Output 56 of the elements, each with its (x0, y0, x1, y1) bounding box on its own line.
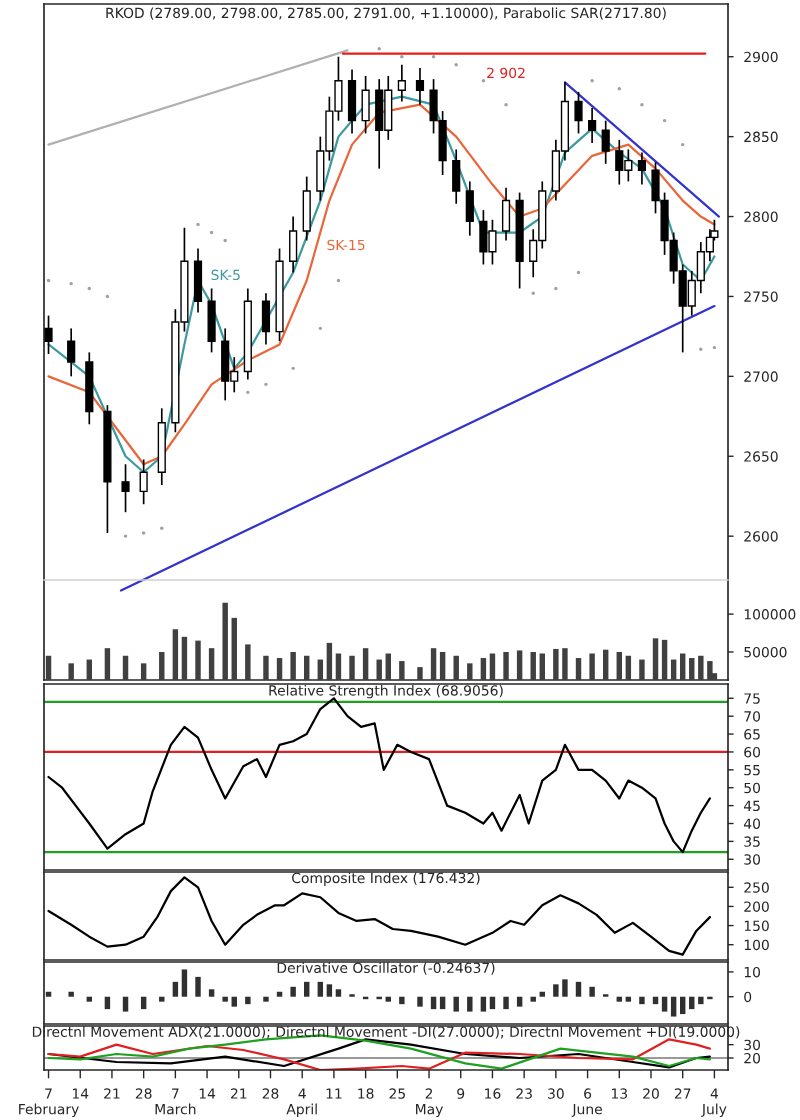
bar (181, 969, 188, 997)
bar (670, 996, 677, 1017)
bar (480, 996, 487, 1012)
bar (589, 986, 595, 997)
candlestick (289, 215, 298, 274)
bar (208, 989, 215, 997)
bar (304, 981, 310, 997)
candlestick (501, 186, 511, 242)
bar (679, 996, 686, 1015)
candlestick (207, 287, 216, 354)
candlestick (361, 75, 370, 135)
bar (317, 981, 324, 997)
bar (616, 996, 622, 1002)
bar (231, 996, 237, 1007)
bar (439, 996, 446, 1010)
candlestick (261, 292, 271, 346)
candlestick (615, 139, 624, 186)
bar (335, 989, 342, 997)
bar (503, 996, 509, 1010)
candlestick (465, 180, 474, 237)
bar (172, 981, 179, 997)
candlestick (574, 91, 583, 135)
bar (689, 996, 695, 1010)
bar (276, 991, 283, 997)
bar (290, 986, 296, 997)
candlestick (302, 175, 311, 242)
candlestick (637, 151, 647, 186)
candlestick (588, 107, 597, 144)
bar (245, 996, 251, 1005)
bar (639, 996, 645, 1005)
bar (159, 996, 165, 1002)
bar (222, 996, 228, 1002)
bar (417, 996, 423, 1007)
candlestick (452, 148, 461, 205)
bar (326, 984, 333, 997)
bar (516, 996, 523, 1007)
bar (489, 996, 496, 1010)
bar (530, 996, 536, 1002)
bar (467, 996, 473, 1012)
candlestick (347, 68, 357, 135)
candlestick (193, 247, 203, 314)
candlestick (415, 67, 425, 106)
candlestick (601, 119, 610, 165)
bar (399, 996, 405, 1005)
bar (263, 996, 269, 1002)
bar (453, 996, 459, 1012)
bar (385, 996, 391, 1002)
bar (195, 976, 201, 997)
bar (661, 996, 668, 1012)
bar (539, 991, 545, 997)
bar (575, 981, 582, 997)
candlestick (221, 327, 230, 402)
bar (430, 996, 437, 1010)
candlestick (375, 78, 384, 170)
bar (625, 996, 632, 1002)
candlestick (397, 63, 406, 103)
